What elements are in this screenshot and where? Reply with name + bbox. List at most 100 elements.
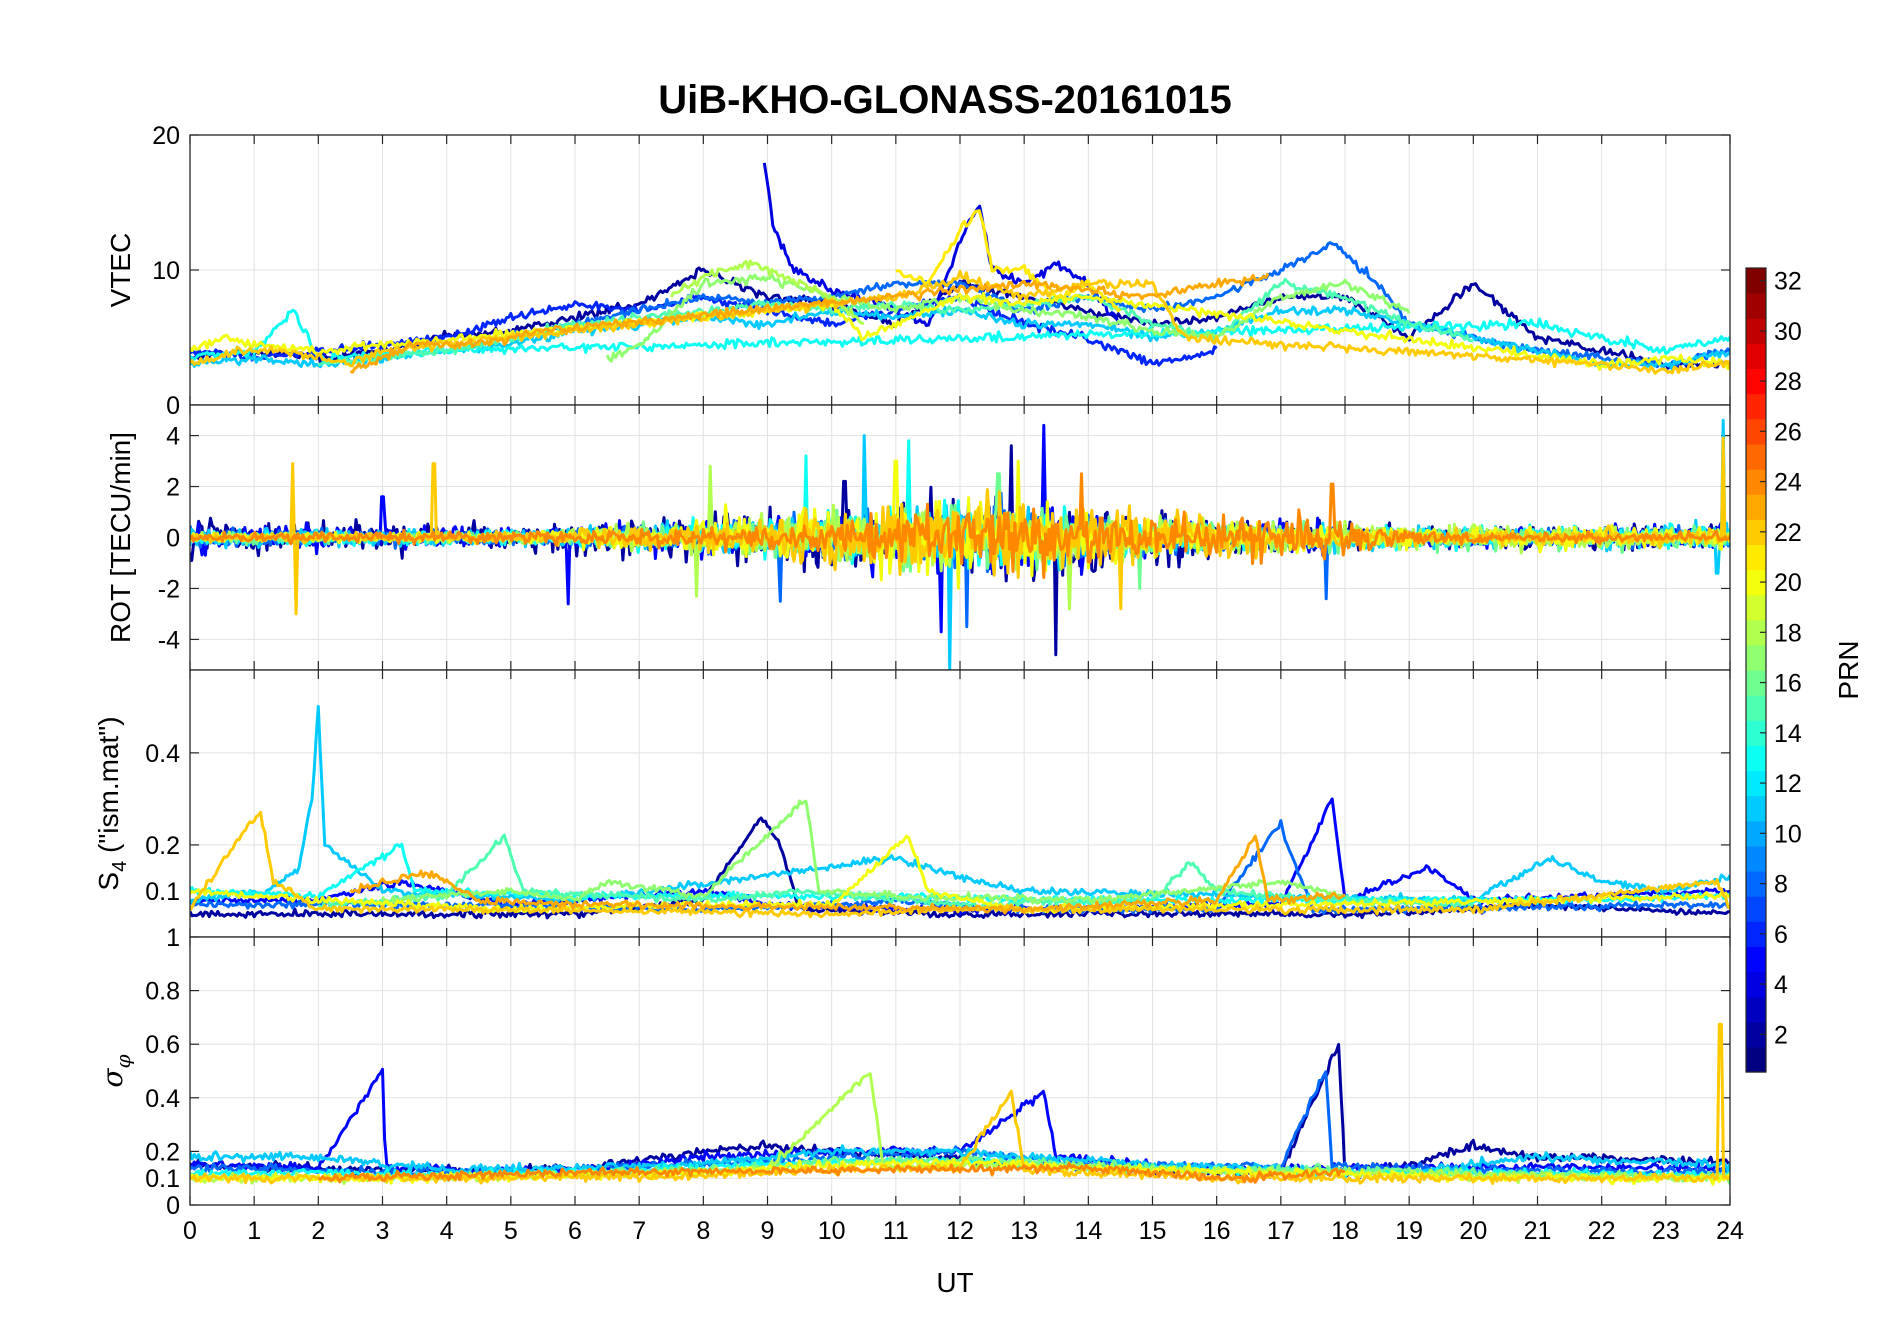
- colorbar-segment: [1746, 443, 1766, 470]
- x-tick-label: 3: [376, 1217, 390, 1245]
- x-tick-label: 23: [1652, 1217, 1680, 1245]
- series-line-prn-11: [190, 1144, 1730, 1178]
- colorbar-tick-label: 18: [1774, 619, 1802, 647]
- series-line-prn-20: [190, 834, 1730, 914]
- panel-frame: [189, 936, 1731, 1206]
- colorbar-segment: [1746, 268, 1766, 294]
- colorbar-tick-label: 4: [1774, 971, 1788, 999]
- colorbar-label: PRN: [1833, 640, 1864, 699]
- y-tick-label: 0.1: [145, 1165, 180, 1193]
- series-line-prn-23: [349, 834, 1346, 915]
- colorbar-tick-label: 20: [1774, 569, 1802, 597]
- y-tick-label: 4: [166, 423, 180, 451]
- x-tick-label: 8: [696, 1217, 710, 1245]
- colorbar-segment: [1746, 293, 1766, 319]
- y-tick-label: 0.2: [145, 1138, 180, 1166]
- x-tick-label: 20: [1459, 1217, 1487, 1245]
- x-tick-label: 15: [1139, 1217, 1167, 1245]
- x-tick-label: 2: [311, 1217, 325, 1245]
- colorbar-segment: [1746, 795, 1766, 822]
- x-tick-label: 6: [568, 1217, 582, 1245]
- x-tick-label: 13: [1010, 1217, 1038, 1245]
- series-line-prn-24: [190, 472, 1730, 579]
- colorbar-tick-label: 16: [1774, 670, 1802, 698]
- chart-title: UiB-KHO-GLONASS-20161015: [658, 78, 1232, 122]
- y-axis-label: ROT [TECU/min]: [105, 432, 136, 643]
- y-tick-label: 0.1: [145, 878, 180, 906]
- colorbar-tick-label: 10: [1774, 820, 1802, 848]
- colorbar-tick-label: 2: [1774, 1021, 1788, 1049]
- x-tick-label: 18: [1331, 1217, 1359, 1245]
- x-tick-label: 22: [1588, 1217, 1616, 1245]
- x-tick-label: 19: [1395, 1217, 1423, 1245]
- colorbar-tick-label: 22: [1774, 519, 1802, 547]
- series-line-prn-15: [317, 833, 1474, 911]
- series-line-prn-15: [317, 277, 1474, 367]
- colorbar-segment: [1746, 1046, 1766, 1073]
- y-axis-label: σφ: [96, 1054, 135, 1087]
- colorbar-segment: [1746, 519, 1766, 545]
- series-line-prn-17: [381, 799, 1346, 906]
- colorbar-segment: [1746, 770, 1766, 797]
- colorbar-tick-label: 24: [1774, 469, 1802, 497]
- panel-rot: -4 -2 0 2 4 ROT [TECU/min]: [105, 404, 1731, 671]
- y-tick-label: 0.6: [145, 1031, 180, 1059]
- series-group: [190, 418, 1730, 670]
- x-tick-label: 10: [818, 1217, 846, 1245]
- y-tick-label: 20: [152, 122, 180, 150]
- colorbar-segment: [1746, 418, 1766, 445]
- y-tick-label: 0: [166, 1192, 180, 1220]
- x-tick-label: 7: [632, 1217, 646, 1245]
- y-tick-label: -2: [158, 575, 180, 603]
- y-tick-label: 1: [166, 924, 180, 952]
- colorbar-segment: [1746, 569, 1766, 596]
- y-tick-label: 2: [166, 474, 180, 502]
- x-tick-label: 16: [1203, 1217, 1231, 1245]
- series-group: [190, 162, 1730, 375]
- colorbar-tick-label: 30: [1774, 318, 1802, 346]
- y-tick-label: 0.4: [145, 740, 180, 768]
- colorbar-segment: [1746, 921, 1766, 947]
- colorbar-segment: [1746, 845, 1766, 872]
- y-axis-label: VTEC: [105, 233, 136, 308]
- x-tick-label: 21: [1524, 1217, 1552, 1245]
- x-tick-label: 5: [504, 1217, 518, 1245]
- x-tick-label: 12: [946, 1217, 974, 1245]
- colorbar-segment: [1746, 695, 1766, 721]
- colorbar-segment: [1746, 343, 1766, 370]
- panel-vtec: 0 10 20 VTEC: [105, 122, 1731, 420]
- y-tick-label: 10: [152, 257, 180, 285]
- colorbar-segment: [1746, 745, 1766, 772]
- x-tick-label: 0: [183, 1217, 197, 1245]
- y-tick-label: 0: [166, 525, 180, 553]
- x-tick-label: 9: [761, 1217, 775, 1245]
- colorbar-segment: [1746, 494, 1766, 520]
- colorbar-segment: [1746, 318, 1766, 344]
- colorbar-segment: [1746, 871, 1766, 897]
- series-line-prn-23: [349, 272, 1270, 374]
- colorbar-segment: [1746, 720, 1766, 746]
- colorbar-frame: [1745, 267, 1767, 1073]
- panel-s4: 0.10.20.4S4 ("ism.mat"): [93, 669, 1731, 938]
- colorbar-tick-label: 8: [1774, 871, 1788, 899]
- series-line-prn-22: [190, 810, 1730, 919]
- colorbar-segment: [1746, 469, 1766, 495]
- colorbar-segment: [1746, 1021, 1766, 1048]
- series-group: [190, 705, 1730, 920]
- colorbar-segment: [1746, 971, 1766, 998]
- series-group: [190, 1022, 1730, 1186]
- series-line-prn-24: [318, 1161, 1346, 1184]
- colorbar-tick-label: 26: [1774, 418, 1802, 446]
- colorbar-segment: [1746, 896, 1766, 922]
- colorbar-segment: [1746, 594, 1766, 621]
- series-line-prn-17: [605, 272, 1411, 363]
- y-tick-label: 0.4: [145, 1085, 180, 1113]
- colorbar-segment: [1746, 544, 1766, 571]
- y-tick-label: 0: [166, 392, 180, 420]
- x-tick-label: 4: [440, 1217, 454, 1245]
- x-tick-label: 17: [1267, 1217, 1295, 1245]
- x-tick-label: 11: [883, 1217, 909, 1245]
